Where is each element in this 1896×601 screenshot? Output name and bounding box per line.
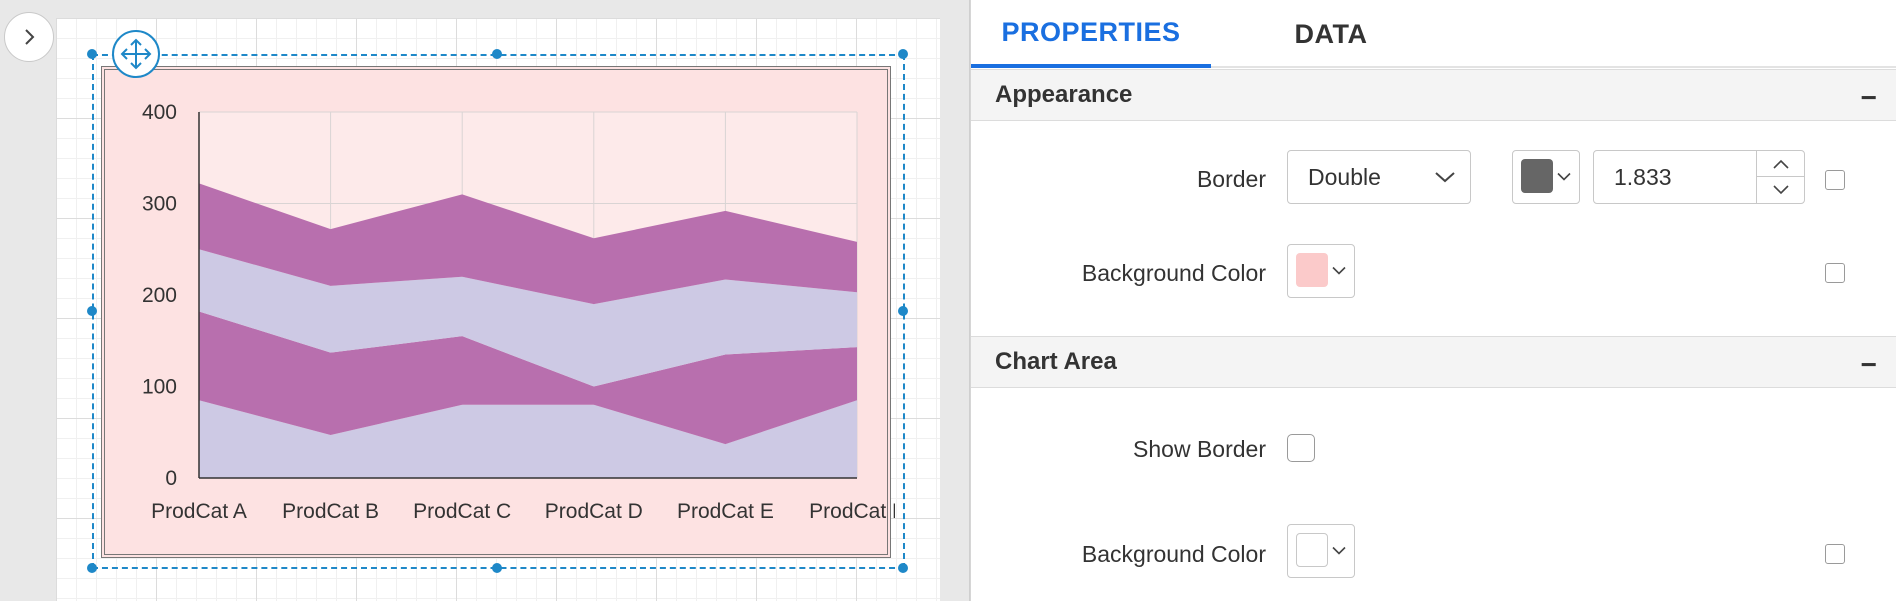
chevron-down-icon: [1435, 172, 1455, 183]
chevron-down-icon: [1557, 172, 1571, 181]
border-width-numeric[interactable]: [1593, 150, 1805, 204]
resize-handle-s[interactable]: [492, 563, 502, 573]
y-tick-label-2: 200: [142, 284, 177, 307]
border-width-input[interactable]: [1594, 151, 1754, 203]
resize-handle-se[interactable]: [898, 563, 908, 573]
chart-area-background-swatch: [1296, 533, 1328, 567]
border-color-swatch: [1521, 159, 1553, 193]
chevron-down-icon: [1772, 185, 1789, 195]
stacked-area-chart[interactable]: 0 100 200 300 400 ProdCat A ProdCat B ProdCat …: [101, 66, 895, 558]
x-category-label-0: ProdCat A: [151, 500, 247, 523]
area-series-3[interactable]: [199, 183, 857, 305]
collapse-chart-area-icon[interactable]: −: [1860, 349, 1877, 380]
x-category-label-5: ProdCat F: [809, 500, 895, 523]
chevron-down-icon: [1332, 266, 1346, 275]
border-style-dropdown[interactable]: Double: [1287, 150, 1471, 204]
background-color-label: Background Color: [1081, 260, 1266, 286]
background-color-swatch: [1296, 253, 1328, 287]
move-handle[interactable]: [112, 30, 160, 78]
resize-handle-nw[interactable]: [87, 49, 97, 59]
x-category-label-4: ProdCat E: [677, 500, 774, 523]
resize-handle-sw[interactable]: [87, 563, 97, 573]
border-label: Border: [1196, 166, 1266, 192]
resize-handle-w[interactable]: [87, 306, 97, 316]
y-tick-label-4: 400: [142, 101, 177, 124]
chevron-up-icon: [1772, 159, 1789, 169]
section-appearance-header[interactable]: Appearance −: [971, 69, 1896, 121]
tab-properties[interactable]: PROPERTIES: [971, 0, 1211, 68]
resize-handle-n[interactable]: [492, 49, 502, 59]
section-chart-area-header[interactable]: Chart Area −: [971, 336, 1896, 388]
chart-area-background-label: Background Color: [1081, 541, 1266, 567]
chevron-right-icon: [25, 29, 35, 45]
chevron-down-icon: [1332, 546, 1346, 555]
area-series-0[interactable]: [199, 400, 857, 478]
area-series-1[interactable]: [199, 311, 857, 445]
x-category-label-2: ProdCat C: [413, 500, 511, 523]
y-tick-label-0: 0: [165, 467, 177, 490]
collapse-appearance-icon[interactable]: −: [1860, 82, 1877, 113]
resize-handle-e[interactable]: [898, 306, 908, 316]
border-enable-checkbox[interactable]: [1825, 170, 1845, 190]
chart-area-background-picker[interactable]: [1287, 524, 1355, 578]
report-designer-canvas: 0 100 200 300 400 ProdCat A ProdCat B ProdCat …: [0, 0, 970, 601]
chart-plot: 0 100 200 300 400 ProdCat A ProdCat B ProdCat …: [142, 101, 895, 523]
y-tick-label-1: 100: [142, 376, 177, 399]
background-color-picker[interactable]: [1287, 244, 1355, 298]
border-style-value: Double: [1308, 163, 1381, 190]
show-border-checkbox[interactable]: [1287, 434, 1315, 462]
x-category-label-1: ProdCat B: [282, 500, 379, 523]
area-series-2[interactable]: [199, 249, 857, 387]
show-border-label: Show Border: [1133, 436, 1266, 462]
border-color-picker[interactable]: [1512, 150, 1580, 204]
expand-panel-button[interactable]: [4, 12, 54, 62]
resize-handle-ne[interactable]: [898, 49, 908, 59]
section-appearance-title: Appearance: [995, 81, 1133, 108]
tab-data[interactable]: DATA: [1294, 18, 1368, 49]
y-tick-label-3: 300: [142, 193, 177, 216]
section-chart-area-title: Chart Area: [995, 348, 1117, 375]
background-enable-checkbox[interactable]: [1825, 263, 1845, 283]
spin-up-button[interactable]: [1756, 151, 1804, 177]
move-arrows-icon: [120, 38, 152, 70]
panel-tabs: PROPERTIES DATA: [971, 0, 1896, 68]
x-category-label-3: ProdCat D: [545, 500, 643, 523]
spin-down-button[interactable]: [1756, 177, 1804, 203]
properties-panel: PROPERTIES DATA Appearance − Border Doub…: [970, 0, 1896, 601]
chart-area-background-checkbox[interactable]: [1825, 544, 1845, 564]
